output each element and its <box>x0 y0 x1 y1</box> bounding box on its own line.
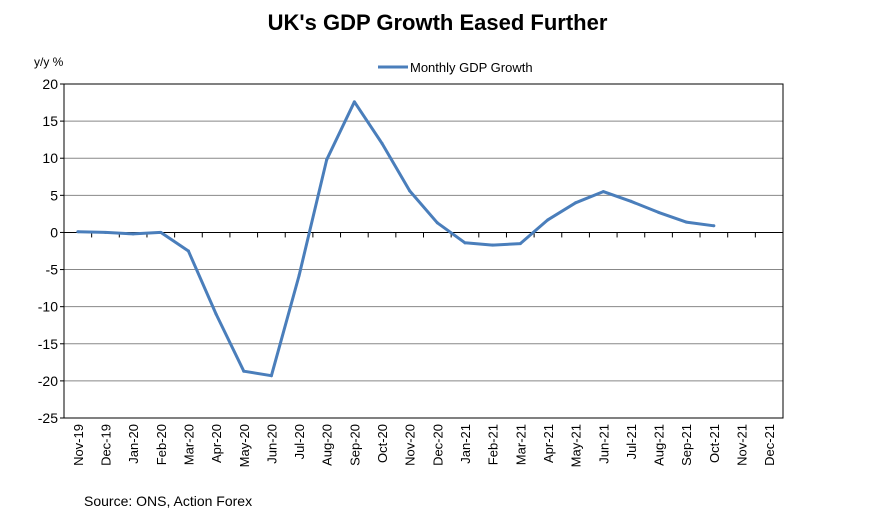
x-tick-label: May-21 <box>569 424 584 467</box>
data-point <box>408 189 412 193</box>
data-point <box>131 232 135 236</box>
x-tick-label: Sep-21 <box>679 424 694 466</box>
x-tick-label: Nov-19 <box>71 424 86 466</box>
data-point <box>352 100 356 104</box>
x-tick-label: Mar-20 <box>181 424 196 465</box>
data-point <box>574 201 578 205</box>
y-axis: 20 15 10 5 0 -5 -10 -15 -20 -25 <box>38 76 783 426</box>
x-tick-label: Jun-20 <box>264 424 279 464</box>
gridlines <box>64 120 783 382</box>
y-tick-label: 5 <box>50 187 58 203</box>
x-tick-label: Nov-21 <box>735 424 750 466</box>
x-tick-label: Mar-21 <box>513 424 528 465</box>
data-point <box>435 221 439 225</box>
data-point <box>76 230 80 234</box>
data-point <box>684 220 688 224</box>
x-tick-label: Dec-20 <box>430 424 445 466</box>
data-point <box>269 374 273 378</box>
x-tick-label: Jun-21 <box>596 424 611 464</box>
y-tick-label: -15 <box>38 336 58 352</box>
x-tick-label: Jan-20 <box>126 424 141 464</box>
y-tick-label: -20 <box>38 373 58 389</box>
x-tick-label: Dec-21 <box>762 424 777 466</box>
data-point <box>242 369 246 373</box>
legend: Monthly GDP Growth <box>378 60 533 75</box>
source-note: Source: ONS, Action Forex <box>84 493 253 509</box>
x-tick-label: Aug-21 <box>652 424 667 466</box>
x-tick-label: Oct-21 <box>707 424 722 463</box>
y-tick-label: -25 <box>38 410 58 426</box>
x-tick-label: Jul-20 <box>292 424 307 459</box>
y-tick-label: -10 <box>38 299 58 315</box>
x-tick-label: May-20 <box>237 424 252 467</box>
data-point <box>103 230 107 234</box>
data-point <box>712 224 716 228</box>
legend-label: Monthly GDP Growth <box>410 60 533 75</box>
data-point <box>297 273 301 277</box>
x-tick-label: Apr-21 <box>541 424 556 463</box>
x-tick-label: Aug-20 <box>320 424 335 466</box>
y-tick-label: 0 <box>50 224 58 240</box>
x-axis: Nov-19 Dec-19 Jan-20 Feb-20 Mar-20 Apr-20 May-… <box>63 232 784 467</box>
y-tick-label: -5 <box>46 262 59 278</box>
series-line-monthly-gdp-growth <box>77 100 715 378</box>
y-tick-label: 15 <box>42 113 58 129</box>
data-point <box>546 218 550 222</box>
data-point <box>186 249 190 253</box>
data-point <box>657 210 661 214</box>
data-point <box>629 199 633 203</box>
x-tick-label: Jul-21 <box>624 424 639 459</box>
x-tick-label: Jan-21 <box>458 424 473 464</box>
chart-title: UK's GDP Growth Eased Further <box>267 10 608 35</box>
data-point <box>518 242 522 246</box>
x-tick-label: Oct-20 <box>375 424 390 463</box>
x-tick-label: Nov-20 <box>403 424 418 466</box>
data-point <box>491 243 495 247</box>
data-point <box>380 141 384 145</box>
data-point <box>601 190 605 194</box>
x-tick-label: Sep-20 <box>347 424 362 466</box>
data-point <box>214 312 218 316</box>
data-point <box>463 241 467 245</box>
y-axis-label: y/y % <box>34 55 64 69</box>
data-point <box>325 158 329 162</box>
x-tick-label: Feb-20 <box>154 424 169 465</box>
x-tick-label: Dec-19 <box>98 424 113 466</box>
data-point <box>159 230 163 234</box>
y-tick-label: 20 <box>42 76 58 92</box>
x-tick-label: Apr-20 <box>209 424 224 463</box>
x-tick-label: Feb-21 <box>486 424 501 465</box>
series-layer <box>76 100 716 378</box>
y-tick-label: 10 <box>42 150 58 166</box>
plot-area-frame <box>63 83 784 419</box>
